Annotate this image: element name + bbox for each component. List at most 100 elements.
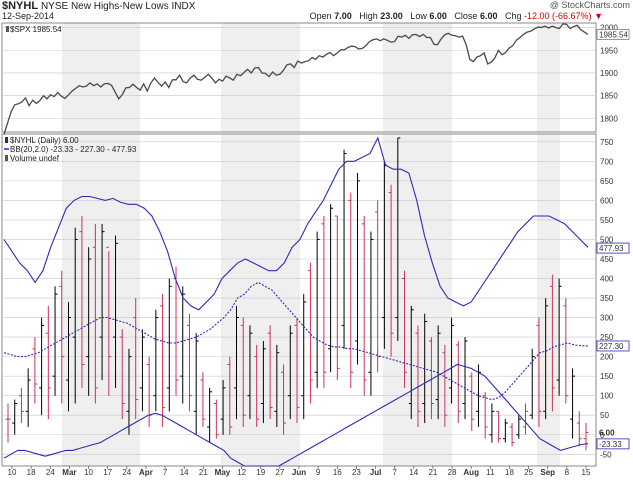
nyhl-tick-label: 550 bbox=[600, 216, 614, 225]
brand-watermark: @ StockCharts.com bbox=[549, 0, 630, 10]
bb-upper-value-box bbox=[596, 242, 630, 254]
nyhl-tick-label: 100 bbox=[600, 392, 614, 401]
month-band-bottom bbox=[537, 134, 560, 466]
symbol-name: NYSE New Highs-New Lows INDX bbox=[40, 1, 196, 12]
nyhl-tick-label: 700 bbox=[600, 157, 614, 166]
x-day-label: 8 bbox=[565, 468, 570, 477]
x-day-label: 14 bbox=[180, 468, 189, 477]
x-month-label: May bbox=[215, 468, 231, 477]
x-day-label: 7 bbox=[163, 468, 168, 477]
nyhl-tick-label: 450 bbox=[600, 255, 614, 264]
price-tick-label: 2000 bbox=[600, 24, 618, 33]
chart-date: 12-Sep-2014 bbox=[2, 11, 55, 21]
nyhl-tick-label: 350 bbox=[600, 294, 614, 303]
x-day-label: 25 bbox=[524, 468, 533, 477]
x-day-label: 19 bbox=[256, 468, 265, 477]
x-day-label: 27 bbox=[275, 468, 284, 477]
x-day-label: 17 bbox=[103, 468, 112, 477]
nyhl-tick-label: -50 bbox=[600, 450, 612, 459]
nyhl-tick-label: 650 bbox=[600, 177, 614, 186]
nyhl-current-value: 6.00 bbox=[599, 428, 615, 437]
nyhl-tick-label: 250 bbox=[600, 333, 614, 342]
down-arrow-icon: ▼ bbox=[594, 11, 603, 21]
price-tick-label: 1900 bbox=[600, 69, 618, 78]
x-month-label: Aug bbox=[463, 468, 479, 477]
x-day-label: 28 bbox=[448, 468, 457, 477]
price-tick-label: 1800 bbox=[600, 114, 618, 123]
x-day-label: 10 bbox=[84, 468, 93, 477]
spx-legend-swatch bbox=[6, 26, 9, 32]
bb-legend: BB(20,2.0) -23.33 - 227.30 - 477.93 bbox=[10, 145, 137, 154]
low-value: 6.00 bbox=[429, 11, 447, 21]
bb-upper-line bbox=[3, 136, 589, 311]
nyhl-tick-label: 200 bbox=[600, 353, 614, 362]
open-label: Open bbox=[309, 11, 332, 21]
x-day-label: 18 bbox=[505, 468, 514, 477]
bb-middle-value: 227.30 bbox=[599, 342, 624, 351]
x-day-label: 12 bbox=[237, 468, 246, 477]
x-day-label: 7 bbox=[392, 468, 397, 477]
symbol: $NYHL bbox=[2, 0, 38, 12]
x-month-label: Jul bbox=[370, 468, 382, 477]
month-band-bottom bbox=[221, 134, 300, 466]
volume-legend: Volume undef bbox=[10, 154, 60, 163]
month-band-top bbox=[383, 23, 452, 132]
month-band-bottom bbox=[62, 134, 140, 466]
bb-lower-value-box bbox=[596, 438, 630, 450]
nyhl-tick-label: 750 bbox=[600, 138, 614, 147]
x-day-label: 16 bbox=[333, 468, 342, 477]
x-day-label: 21 bbox=[428, 468, 437, 477]
nyhl-tick-label: 500 bbox=[600, 235, 614, 244]
spx-last-value-box bbox=[596, 29, 630, 40]
close-label: Close bbox=[454, 11, 478, 21]
chart-header: $NYHL NYSE New Highs-New Lows INDX 12-Se… bbox=[0, 0, 633, 22]
open-value: 7.00 bbox=[334, 11, 352, 21]
spx-price-line bbox=[3, 23, 589, 135]
x-day-label: 18 bbox=[27, 468, 36, 477]
bb-lower-line bbox=[3, 363, 589, 467]
low-label: Low bbox=[410, 11, 427, 21]
x-day-label: 10 bbox=[8, 468, 17, 477]
nyhl-tick-label: 400 bbox=[600, 275, 614, 284]
x-day-label: 14 bbox=[409, 468, 418, 477]
nyhl-legend-swatch bbox=[5, 137, 8, 143]
nyhl-tick-label: 0 bbox=[600, 431, 605, 440]
price-tick-label: 1950 bbox=[600, 46, 618, 55]
month-band-top bbox=[62, 23, 140, 132]
x-month-label: Jun bbox=[292, 468, 306, 477]
month-band-top bbox=[537, 23, 560, 132]
chg-label: Chg bbox=[504, 11, 522, 21]
month-band-top bbox=[221, 23, 300, 132]
x-month-label: Apr bbox=[139, 468, 153, 477]
high-label: High bbox=[359, 11, 378, 21]
x-day-label: 21 bbox=[199, 468, 208, 477]
nyhl-legend: $NYHL (Daily) 6.00 bbox=[10, 136, 79, 145]
x-day-label: 23 bbox=[352, 468, 361, 477]
nyhl-tick-label: 600 bbox=[600, 196, 614, 205]
price-tick-label: 1850 bbox=[600, 92, 618, 101]
x-day-label: 11 bbox=[486, 468, 495, 477]
quote-summary: Open 7.00 High 23.00 Low 6.00 Close 6.00… bbox=[310, 11, 603, 21]
chg-value: -12.00 (-66.67%) bbox=[524, 11, 592, 21]
bb-middle-line bbox=[3, 281, 589, 401]
nyhl-tick-label: 300 bbox=[600, 314, 614, 323]
bb-lower-value: -23.33 bbox=[599, 440, 622, 449]
x-month-label: Mar bbox=[62, 468, 76, 477]
x-day-label: 15 bbox=[582, 468, 591, 477]
nyhl-tick-label: 50 bbox=[600, 411, 609, 420]
x-day-label: 24 bbox=[122, 468, 131, 477]
symbol-title: $NYHL NYSE New Highs-New Lows INDX bbox=[2, 0, 195, 12]
x-day-label: 24 bbox=[46, 468, 55, 477]
nyhl-tick-label: 150 bbox=[600, 372, 614, 381]
x-month-label: Sep bbox=[540, 468, 555, 477]
x-day-label: 9 bbox=[316, 468, 321, 477]
volume-legend-swatch bbox=[5, 155, 8, 161]
bb-middle-value-box bbox=[596, 340, 630, 352]
bb-upper-value: 477.93 bbox=[599, 244, 624, 253]
spx-legend: $SPX 1985.54 bbox=[10, 25, 62, 34]
close-value: 6.00 bbox=[479, 11, 498, 21]
high-value: 23.00 bbox=[380, 11, 403, 21]
price-panel-frame bbox=[1, 22, 597, 133]
spx-last-value: 1985.54 bbox=[599, 30, 628, 39]
